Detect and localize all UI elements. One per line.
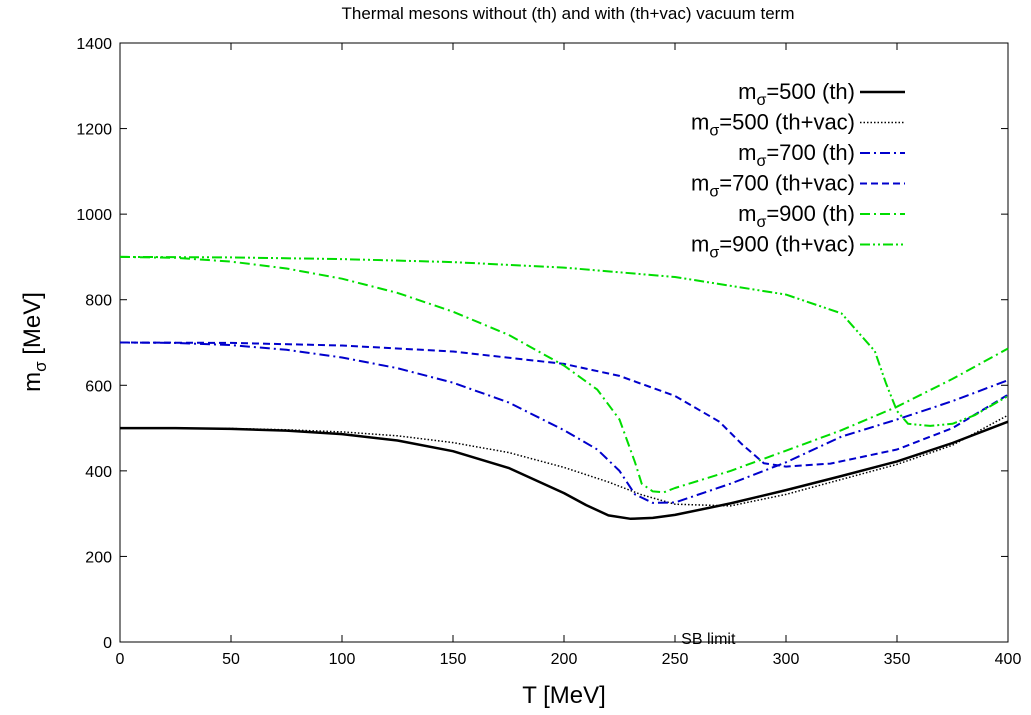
chart-title: Thermal mesons without (th) and with (th…	[341, 4, 794, 23]
y-tick-label: 400	[85, 464, 112, 481]
x-ticks: 0 50 100 150 200 250 300 350 400	[116, 43, 1022, 668]
x-tick-label: 100	[329, 651, 356, 668]
x-axis-label: T [MeV]	[522, 682, 606, 709]
y-tick-label: 0	[103, 635, 112, 652]
series-lines	[119, 255, 1009, 521]
y-tick-label: 1200	[76, 122, 112, 139]
x-tick-label: 0	[116, 651, 125, 668]
y-tick-label: 200	[85, 549, 112, 566]
x-tick-label: 50	[222, 651, 240, 668]
legend-label: mσ=900 (th+vac)	[691, 232, 855, 262]
legend: mσ=500 (th)mσ=500 (th+vac)mσ=700 (th)mσ=…	[691, 79, 905, 262]
annotation-label: SB limit	[681, 631, 736, 648]
series-line-5	[119, 255, 1009, 494]
series-line-1	[120, 420, 1009, 521]
y-axis-label: mσ [MeV]	[19, 292, 50, 392]
y-tick-label: 800	[85, 293, 112, 310]
legend-label: mσ=500 (th)	[738, 79, 855, 109]
series-line-6	[119, 255, 1009, 427]
annotations: SB limit	[120, 631, 1008, 648]
legend-label: mσ=500 (th+vac)	[691, 110, 855, 140]
x-tick-label: 400	[995, 651, 1022, 668]
y-ticks: 0 200 400 600 800 1000 1200 1400	[76, 36, 1008, 652]
x-tick-label: 300	[773, 651, 800, 668]
x-tick-label: 150	[440, 651, 467, 668]
legend-label: mσ=900 (th)	[738, 201, 855, 231]
legend-label: mσ=700 (th+vac)	[691, 171, 855, 201]
legend-label: mσ=700 (th)	[738, 140, 855, 170]
y-tick-label: 1400	[76, 36, 112, 53]
y-tick-label: 600	[85, 378, 112, 395]
x-tick-label: 350	[884, 651, 911, 668]
series-line-3	[119, 341, 1009, 504]
series-line-4	[119, 341, 1009, 468]
x-tick-label: 250	[662, 651, 689, 668]
x-tick-label: 200	[551, 651, 578, 668]
y-tick-label: 1000	[76, 207, 112, 224]
